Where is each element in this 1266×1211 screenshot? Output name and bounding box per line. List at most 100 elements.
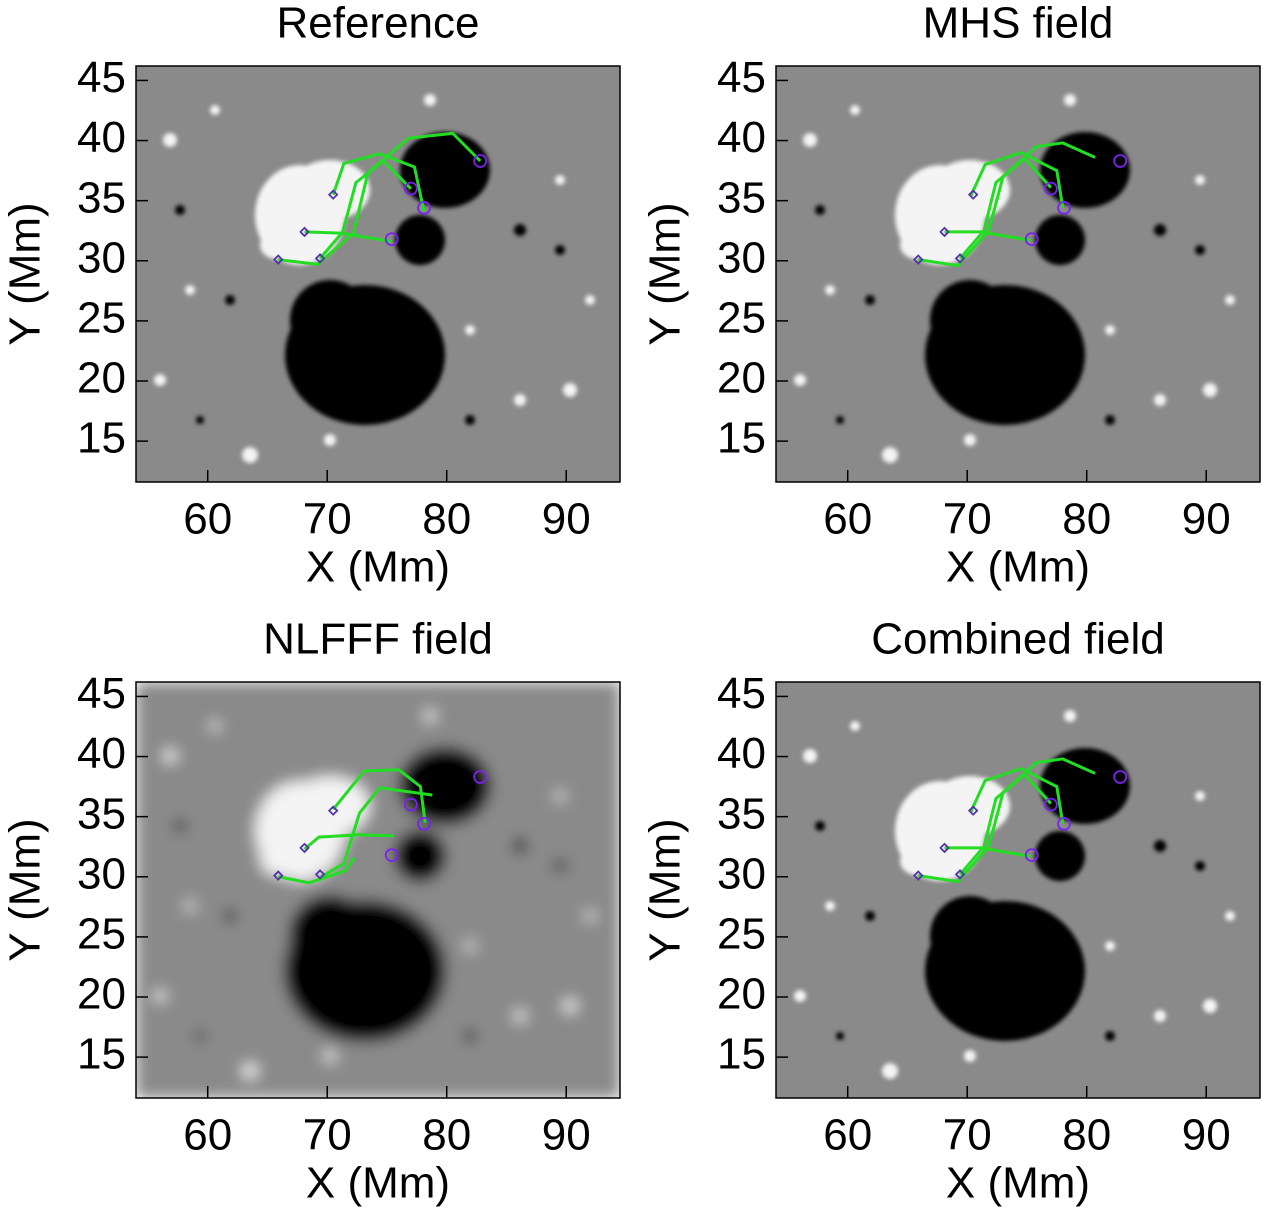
footpoint-diamond (327, 189, 339, 200)
y-tick-label: 35 (77, 173, 126, 222)
footpoint-circle (417, 816, 431, 831)
y-tick-label: 30 (717, 849, 766, 898)
plot-frame (135, 681, 621, 1099)
footpoint-diamond (954, 869, 966, 880)
footpoint-circle (1057, 816, 1071, 831)
footpoint-diamond (912, 870, 924, 881)
field-line (318, 158, 412, 260)
x-tick-label: 90 (1182, 1111, 1231, 1160)
x-tick-label: 70 (303, 1111, 352, 1160)
y-tick-label: 15 (717, 1030, 766, 1079)
x-axis-label: X (Mm) (946, 543, 1090, 592)
x-axis-label: X (Mm) (306, 1159, 450, 1208)
panel-title: Combined field (871, 615, 1165, 664)
y-tick-label: 35 (717, 173, 766, 222)
y-tick-label: 45 (77, 53, 126, 102)
y-tick-label: 40 (717, 729, 766, 778)
x-tick-label: 80 (1062, 1111, 1111, 1160)
panel-image (136, 66, 620, 482)
footpoint-circle (1043, 797, 1058, 812)
field-line (958, 772, 1052, 876)
x-tick-label: 90 (542, 495, 591, 544)
footpoint-diamond (272, 254, 284, 265)
footpoint-circle (473, 770, 488, 784)
footpoint-circle (1024, 232, 1039, 247)
panel-image (136, 682, 620, 1098)
footpoint-circle (384, 232, 399, 247)
footpoint-circle (384, 848, 399, 863)
y-tick-label: 45 (717, 669, 766, 718)
y-tick-label: 15 (77, 1030, 126, 1079)
y-tick-label: 30 (77, 849, 126, 898)
footpoint-diamond (314, 869, 326, 880)
footpoint-diamond (299, 842, 310, 854)
y-tick-label: 20 (717, 354, 766, 403)
footpoint-circle (1057, 200, 1071, 215)
x-tick-label: 90 (1182, 495, 1231, 544)
field-line (944, 230, 1031, 242)
x-tick-label: 60 (823, 495, 872, 544)
panel-title: NLFFF field (263, 615, 493, 664)
footpoint-diamond (912, 254, 924, 265)
y-tick-label: 40 (77, 113, 126, 162)
y-tick-label: 20 (717, 970, 766, 1019)
x-axis-label: X (Mm) (306, 543, 450, 592)
y-tick-label: 40 (77, 729, 126, 778)
field-line (331, 152, 426, 212)
panel-title: Reference (276, 0, 479, 48)
footpoint-circle (473, 154, 488, 168)
field-line (944, 846, 1031, 858)
field-line (277, 856, 356, 885)
x-tick-label: 60 (183, 495, 232, 544)
y-tick-label: 30 (77, 233, 126, 282)
y-tick-label: 25 (77, 294, 126, 343)
field-line (969, 766, 1065, 825)
footpoint-circle (1113, 770, 1128, 784)
panel-image (776, 66, 1260, 482)
y-tick-label: 40 (717, 113, 766, 162)
y-tick-label: 35 (77, 789, 126, 838)
footpoint-diamond (272, 870, 284, 881)
y-axis-label: Y (Mm) (641, 202, 690, 345)
field-line (320, 786, 433, 879)
field-line (303, 833, 395, 851)
field-line (332, 768, 427, 823)
footpoint-circle (403, 797, 418, 812)
y-axis-label: Y (Mm) (1, 818, 50, 961)
plot-frame (135, 65, 621, 483)
field-line (969, 150, 1065, 209)
footpoint-diamond (939, 226, 950, 238)
x-tick-label: 90 (542, 1111, 591, 1160)
y-tick-label: 20 (77, 354, 126, 403)
y-tick-label: 25 (717, 294, 766, 343)
footpoint-circle (1024, 848, 1039, 863)
x-tick-label: 70 (303, 495, 352, 544)
footpoint-diamond (967, 805, 979, 816)
y-tick-label: 20 (77, 970, 126, 1019)
footpoint-diamond (939, 842, 950, 854)
field-line (958, 156, 1052, 260)
footpoint-diamond (314, 253, 326, 264)
panel-image (776, 682, 1260, 1098)
y-axis-label: Y (Mm) (641, 818, 690, 961)
y-tick-label: 15 (717, 414, 766, 463)
x-tick-label: 80 (1062, 495, 1111, 544)
y-tick-label: 45 (77, 669, 126, 718)
y-tick-label: 25 (77, 910, 126, 959)
y-axis-label: Y (Mm) (1, 202, 50, 345)
footpoint-circle (403, 181, 418, 196)
y-tick-label: 35 (717, 789, 766, 838)
footpoint-diamond (967, 189, 979, 200)
x-tick-label: 60 (823, 1111, 872, 1160)
x-tick-label: 80 (422, 495, 471, 544)
plot-frame (775, 65, 1261, 483)
x-tick-label: 80 (422, 1111, 471, 1160)
x-tick-label: 70 (943, 1111, 992, 1160)
plot-frame (775, 681, 1261, 1099)
footpoint-circle (417, 200, 431, 215)
y-tick-label: 45 (717, 53, 766, 102)
footpoint-diamond (327, 805, 339, 816)
footpoint-diamond (954, 253, 966, 264)
x-tick-label: 60 (183, 1111, 232, 1160)
